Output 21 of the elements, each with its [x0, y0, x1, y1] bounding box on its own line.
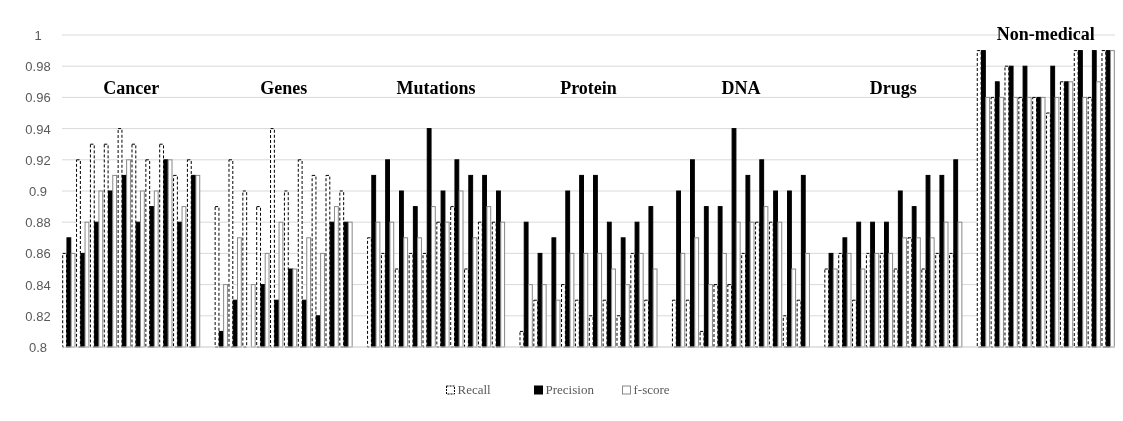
y-tick-label: 0.88 [25, 215, 51, 231]
legend-label: Precision [545, 382, 595, 397]
y-tick-label: 0.9 [28, 184, 48, 199]
y-tick-label: 0.92 [25, 152, 51, 168]
annotation: Genes [260, 78, 308, 99]
annotation: Non-medical [996, 23, 1095, 44]
annotation: Mutations [396, 78, 476, 99]
annotation: Cancer [103, 78, 160, 99]
y-tick-label: 0.86 [25, 246, 51, 262]
y-tick-label: 1 [34, 28, 42, 43]
legend-label: Recall [457, 382, 492, 397]
annotation: Drugs [869, 78, 917, 99]
annotation: Protein [560, 78, 617, 99]
y-tick-label: 0.8 [28, 340, 48, 355]
legend-label: f-score [633, 382, 670, 397]
y-tick-label: 0.84 [25, 277, 51, 293]
y-tick-label: 0.96 [25, 90, 51, 106]
annotation: DNA [721, 78, 761, 99]
y-tick-label: 0.98 [25, 59, 51, 75]
y-tick-label: 0.82 [25, 308, 51, 324]
y-tick-label: 0.94 [25, 121, 51, 137]
